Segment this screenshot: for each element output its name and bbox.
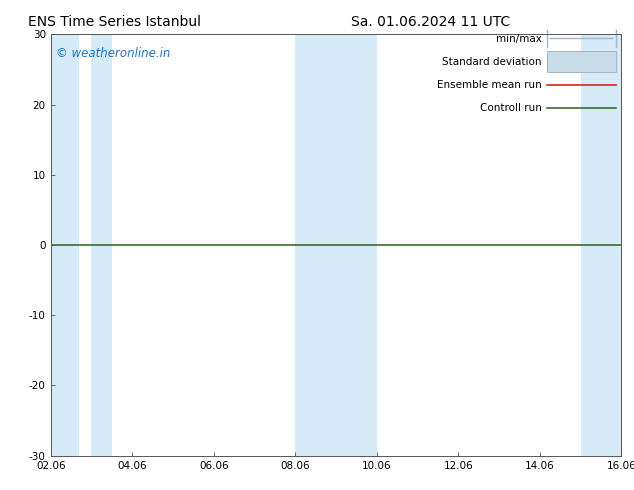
Text: © weatheronline.in: © weatheronline.in xyxy=(56,47,171,60)
FancyBboxPatch shape xyxy=(547,51,616,72)
Text: min/max: min/max xyxy=(496,33,541,44)
Text: ENS Time Series Istanbul: ENS Time Series Istanbul xyxy=(28,15,200,29)
Text: Sa. 01.06.2024 11 UTC: Sa. 01.06.2024 11 UTC xyxy=(351,15,511,29)
Text: Ensemble mean run: Ensemble mean run xyxy=(437,80,541,90)
Bar xyxy=(581,34,621,456)
Bar xyxy=(295,34,377,456)
Bar xyxy=(51,34,79,456)
Text: Controll run: Controll run xyxy=(479,103,541,113)
Bar xyxy=(91,34,112,456)
Text: Standard deviation: Standard deviation xyxy=(442,57,541,67)
